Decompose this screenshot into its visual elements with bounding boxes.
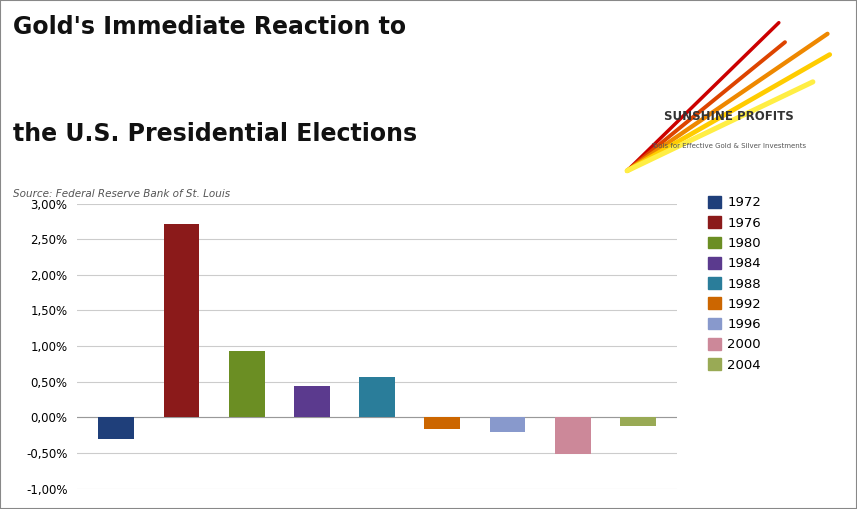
Bar <box>359 377 395 417</box>
Text: Tools for Effective Gold & Silver Investments: Tools for Effective Gold & Silver Invest… <box>650 143 806 149</box>
Text: SUNSHINE PROFITS: SUNSHINE PROFITS <box>663 110 794 123</box>
Bar <box>99 417 135 439</box>
Bar <box>620 417 656 426</box>
Bar <box>164 223 200 417</box>
Text: the U.S. Presidential Elections: the U.S. Presidential Elections <box>13 122 417 146</box>
Text: Gold's Immediate Reaction to: Gold's Immediate Reaction to <box>13 15 406 39</box>
Bar <box>229 351 265 417</box>
Legend: 1972, 1976, 1980, 1984, 1988, 1992, 1996, 2000, 2004: 1972, 1976, 1980, 1984, 1988, 1992, 1996… <box>708 196 761 372</box>
Bar <box>424 417 460 430</box>
Bar <box>294 386 330 417</box>
Text: Source: Federal Reserve Bank of St. Louis: Source: Federal Reserve Bank of St. Loui… <box>13 189 230 200</box>
Bar <box>489 417 525 432</box>
Bar <box>554 417 590 455</box>
